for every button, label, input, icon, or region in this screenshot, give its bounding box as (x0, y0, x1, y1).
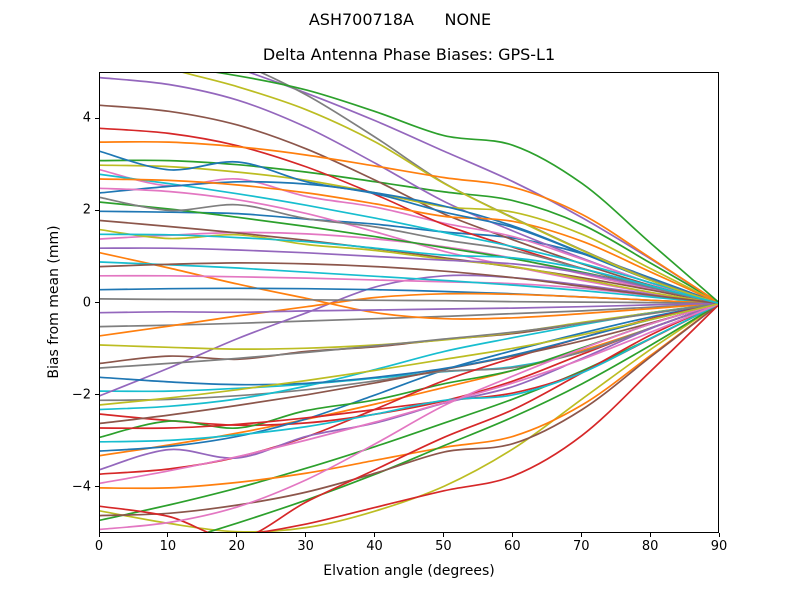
bias-curve-13 (100, 303, 718, 522)
x-tick-mark (374, 533, 376, 537)
x-tick-label: 20 (228, 539, 246, 554)
bias-curve-25 (100, 274, 718, 397)
x-tick-label: 90 (710, 539, 728, 554)
bias-curve-22 (100, 303, 718, 490)
bias-curves (100, 73, 718, 532)
bias-curve-6 (100, 104, 718, 304)
x-tick-mark (649, 533, 651, 537)
bias-curve-54 (257, 304, 718, 532)
bias-curve-27 (100, 274, 718, 305)
plot-area (99, 72, 719, 533)
axes-title: Delta Antenna Phase Biases: GPS-L1 (262, 45, 556, 64)
bias-curve-55 (100, 302, 718, 314)
bias-curve-26 (100, 219, 718, 304)
y-tick-label: −4 (71, 479, 91, 495)
y-tick-mark (95, 302, 99, 303)
bias-curve-38 (100, 302, 718, 369)
bias-curve-41 (100, 150, 718, 304)
x-axis-label: Elvation angle (degrees) (323, 563, 495, 579)
x-tick-label: 10 (159, 539, 177, 554)
y-axis-label: Bias from mean (mm) (46, 225, 62, 379)
bias-curve-9 (100, 164, 718, 304)
bias-curve-59 (100, 303, 718, 406)
bias-curve-48 (100, 298, 718, 305)
x-tick-mark (305, 533, 307, 537)
x-tick-label: 50 (435, 539, 452, 554)
bias-curve-20 (100, 173, 718, 304)
y-tick-mark (95, 486, 99, 488)
x-tick-label: 70 (572, 539, 590, 554)
bias-curve-42 (100, 292, 718, 337)
x-tick-mark (442, 533, 444, 537)
y-tick-mark (95, 209, 99, 211)
bias-curve-46 (100, 303, 718, 425)
bias-curve-33 (205, 303, 718, 532)
y-tick-label: 2 (82, 202, 91, 218)
bias-curve-23 (100, 303, 718, 439)
bias-curve-53 (215, 73, 718, 303)
bias-curve-51 (100, 303, 718, 386)
bias-curve-32 (100, 178, 718, 304)
x-tick-mark (718, 533, 720, 537)
x-tick-label: 30 (297, 539, 314, 554)
bias-curve-3 (100, 159, 718, 304)
x-tick-mark (236, 533, 238, 537)
bias-curve-11 (100, 303, 718, 452)
bias-curve-40 (100, 261, 718, 305)
bias-curve-8 (100, 302, 718, 328)
bias-curve-36 (100, 303, 718, 517)
x-tick-label: 0 (94, 539, 104, 554)
bias-curve-35 (100, 303, 718, 471)
bias-curve-45 (100, 247, 718, 304)
bias-curve-52 (100, 140, 718, 304)
bias-curve-57 (100, 303, 718, 485)
x-tick-mark (98, 533, 100, 537)
x-tick-mark (580, 533, 582, 537)
x-tick-label: 40 (366, 539, 383, 554)
y-tick-mark (95, 117, 99, 119)
figure-title: ASH700718A NONE (308, 10, 492, 29)
bias-curve-44 (100, 303, 718, 532)
bias-curve-47 (100, 303, 718, 531)
x-tick-label: 80 (641, 539, 659, 554)
bias-curve-15 (248, 73, 718, 304)
bias-curve-50 (100, 303, 718, 443)
bias-curve-60 (100, 233, 718, 304)
y-tick-mark (95, 394, 99, 396)
bias-curve-49 (182, 73, 718, 304)
y-tick-label: 4 (82, 110, 91, 126)
y-tick-label: −2 (71, 387, 91, 403)
bias-curve-58 (100, 196, 718, 304)
x-tick-mark (167, 533, 169, 537)
bias-curve-56 (100, 262, 718, 305)
y-tick-label: 0 (82, 295, 91, 310)
x-tick-mark (511, 533, 513, 537)
x-tick-label: 60 (504, 539, 521, 554)
